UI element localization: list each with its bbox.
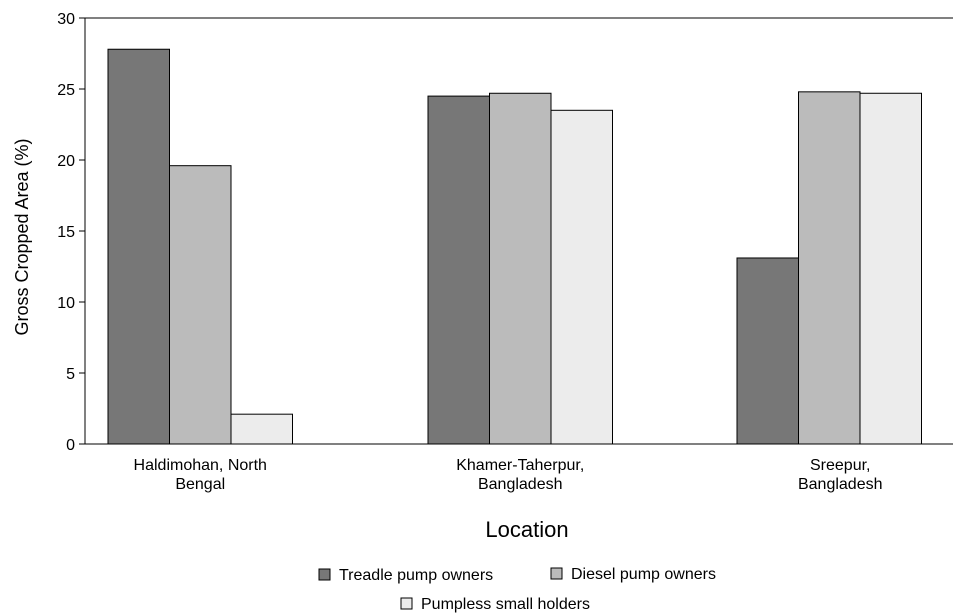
x-axis-title: Location [485, 517, 568, 542]
bar-diesel-pump-owners-1 [489, 92, 552, 445]
x-category-label: Haldimohan, North [134, 457, 267, 474]
x-category-label: Bangladesh [798, 476, 883, 493]
legend-label: Diesel pump owners [571, 566, 716, 583]
bar-pumpless-small-holders-1 [550, 109, 613, 445]
bar-diesel-pump-owners-0 [169, 165, 232, 445]
legend: Treadle pump owners Diesel pump owners Pum… [318, 566, 716, 613]
y-tick-label: 15 [57, 224, 75, 241]
legend-swatch [550, 567, 563, 580]
legend-swatch [400, 597, 413, 610]
x-category-label: Sreepur, [810, 457, 870, 474]
legend-swatch [318, 568, 331, 581]
y-tick-label: 10 [57, 295, 75, 312]
bar-treadle-pump-owners-0 [107, 48, 170, 445]
bars [107, 48, 922, 445]
y-tick-label: 30 [57, 11, 75, 28]
y-tick-label: 25 [57, 82, 75, 99]
y-tick-label: 20 [57, 153, 75, 170]
bar-pumpless-small-holders-0 [230, 413, 293, 445]
bar-treadle-pump-owners-2 [736, 257, 799, 445]
y-tick-label: 5 [66, 366, 75, 383]
bar-diesel-pump-owners-2 [798, 91, 861, 445]
legend-label: Treadle pump owners [339, 567, 493, 584]
bar-pumpless-small-holders-2 [859, 92, 922, 445]
bar-treadle-pump-owners-1 [427, 95, 490, 445]
y-axis-ticks: 0 5 10 15 20 25 30 [57, 11, 85, 454]
y-tick-label: 0 [66, 437, 75, 454]
legend-label: Pumpless small holders [421, 596, 590, 613]
x-axis-category-labels: Haldimohan, North Bengal Khamer-Taherpur, B… [134, 457, 883, 493]
y-axis-title: Gross Cropped Area (%) [12, 138, 32, 335]
x-category-label: Khamer-Taherpur, [456, 457, 584, 474]
x-category-label: Bangladesh [478, 476, 563, 493]
x-category-label: Bengal [175, 476, 225, 493]
